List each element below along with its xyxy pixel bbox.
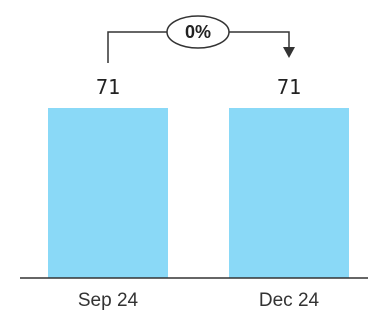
tick-labels-group: Sep 24 Dec 24 [78,290,320,311]
x-tick-label-2: Dec 24 [259,290,320,311]
bar-2 [229,108,349,278]
x-tick-label-1: Sep 24 [78,290,139,311]
value-labels-group: 71 71 [96,75,301,99]
bar-1 [48,108,168,278]
change-label: 0% [185,22,211,42]
change-indicator: 0% [107,15,295,63]
bars-group [48,108,349,278]
value-label-2: 71 [277,75,301,99]
value-label-1: 71 [96,75,120,99]
change-badge [166,15,230,49]
arrow-down-icon [283,47,295,58]
